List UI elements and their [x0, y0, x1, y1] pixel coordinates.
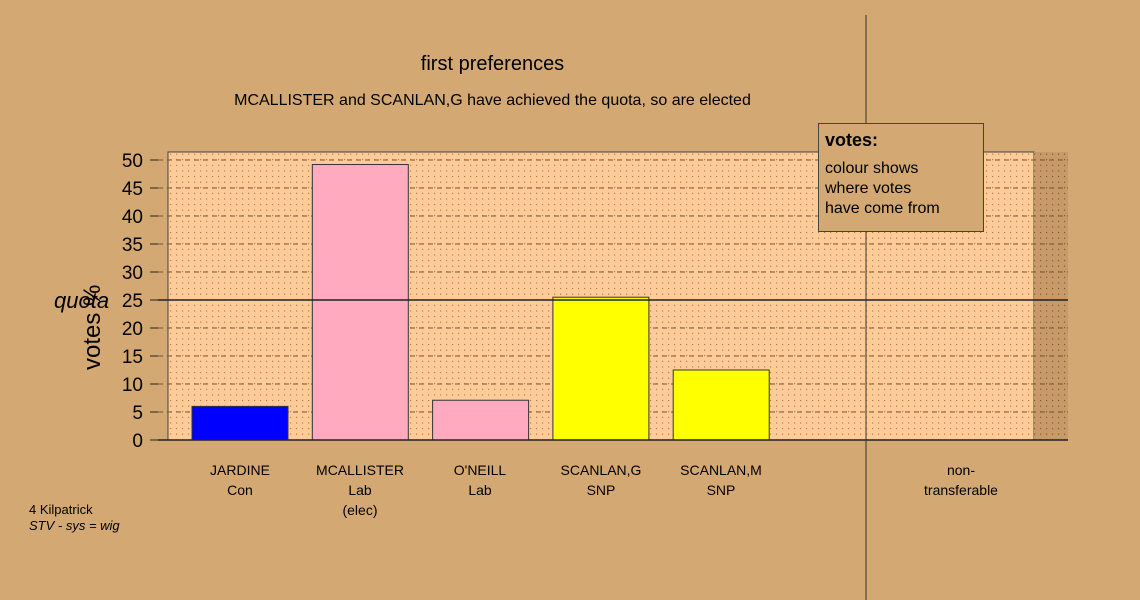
candidate-party: SNP [706, 482, 736, 498]
y-tick-label: 5 [132, 403, 143, 424]
x-label-scanlan-g: SCANLAN,G SNP [536, 460, 666, 500]
candidate-party: Lab [348, 482, 372, 498]
legend-line: where votes [825, 180, 912, 197]
x-label-nontransferable: non- transferable [896, 460, 1026, 500]
bar-scanlan-m [672, 369, 770, 441]
candidate-party: Lab [468, 482, 492, 498]
candidate-party: SNP [586, 482, 616, 498]
legend-line: colour shows [825, 160, 919, 177]
candidate-status: (elec) [342, 502, 378, 518]
y-tick-label: 20 [122, 319, 143, 340]
y-tick-label: 30 [122, 263, 143, 284]
bar-o-neill [432, 399, 530, 441]
y-tick-label: 15 [122, 347, 143, 368]
candidate-name: SCANLAN,G [560, 462, 642, 478]
system-label: STV - sys = wig [29, 518, 120, 533]
legend-title: votes: [825, 130, 879, 150]
y-tick-label: 50 [122, 151, 143, 172]
x-label-jardine: JARDINE Con [175, 460, 305, 500]
bar-jardine [191, 405, 289, 441]
chart-subtitle: MCALLISTER and SCANLAN,G have achieved t… [234, 92, 751, 109]
y-tick-label: 0 [132, 431, 143, 452]
y-tick-label: 40 [122, 207, 143, 228]
y-tick-label: 35 [122, 235, 143, 256]
candidate-name: MCALLISTER [316, 462, 404, 478]
y-tick-label: 25 [122, 291, 143, 312]
legend-box: votes: colour shows where votes have com… [818, 123, 984, 232]
ward-name: 4 Kilpatrick [29, 502, 93, 517]
x-label-scanlan-m: SCANLAN,M SNP [656, 460, 786, 500]
x-label-oneill: O'NEILL Lab [415, 460, 545, 500]
bar-mcallister [311, 163, 409, 441]
candidate-name: SCANLAN,M [680, 462, 762, 478]
nontransferable-line2: transferable [924, 482, 998, 498]
quota-label: quota [54, 288, 109, 313]
y-axis-ticks: 0 5 10 15 20 25 30 35 40 45 50 [122, 151, 158, 452]
legend-line: have come from [825, 200, 940, 217]
bar-scanlan-g [552, 296, 650, 441]
y-tick-label: 45 [122, 179, 143, 200]
candidate-name: JARDINE [210, 462, 270, 478]
y-tick-label: 10 [122, 375, 143, 396]
bars [191, 163, 770, 441]
chart-title: first preferences [420, 53, 565, 75]
candidate-name: O'NEILL [453, 462, 507, 478]
y-axis-label: votes % [79, 285, 106, 370]
plot-area-right-margin [1034, 152, 1068, 440]
nontransferable-line1: non- [946, 462, 976, 478]
candidate-party: Con [227, 482, 253, 498]
footer-info: 4 Kilpatrick STV - sys = wig [29, 502, 120, 534]
x-label-mcallister: MCALLISTER Lab (elec) [295, 460, 425, 520]
